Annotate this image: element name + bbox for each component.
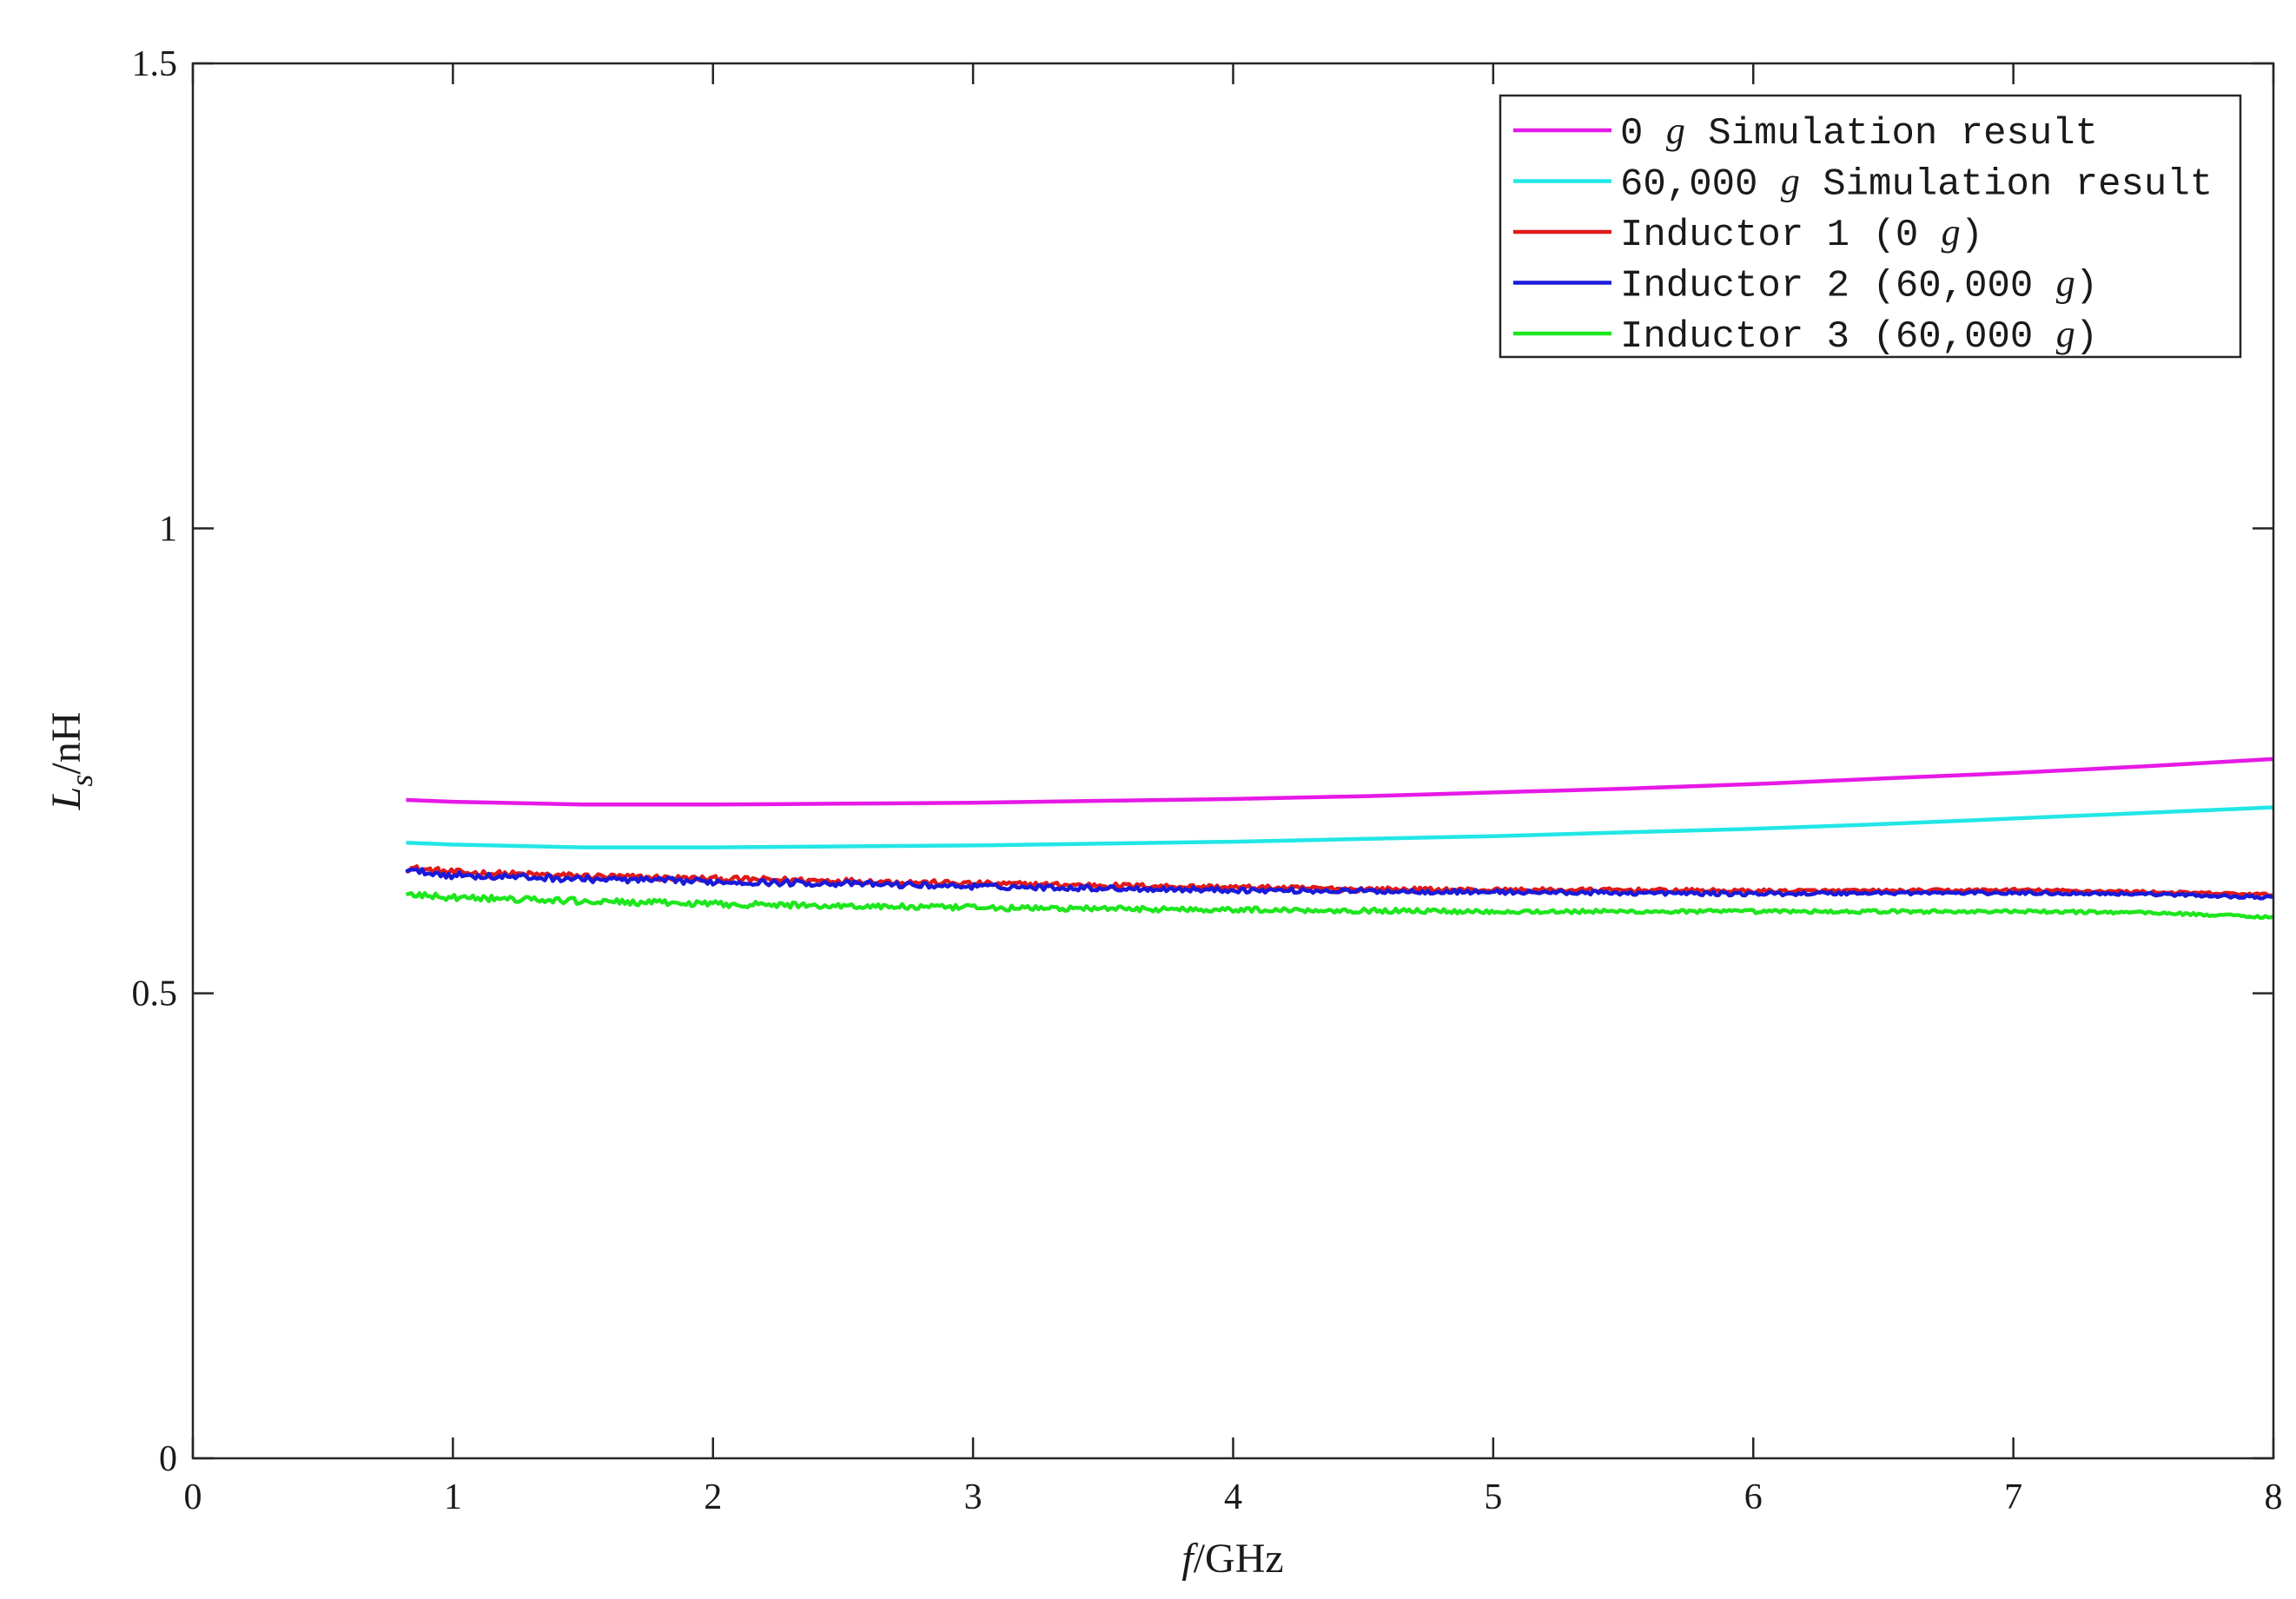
x-tick-label: 3	[964, 1477, 983, 1517]
y-axis-label-italic: L	[43, 787, 89, 811]
legend-label-3: Inductor 1 (0 g)	[1620, 211, 1983, 257]
x-axis-label: f/GHz	[1181, 1536, 1283, 1582]
x-tick-label: 2	[704, 1477, 722, 1517]
series-line-2	[406, 805, 2274, 849]
y-tick-label: 1	[159, 509, 177, 549]
legend-label-4: Inductor 2 (60,000 g)	[1620, 262, 2098, 308]
y-tick-label: 1.5	[132, 44, 178, 84]
tick-labels: 0 1 2 3 4 5 6 7 8 0 0.5 1 1.5	[132, 44, 2283, 1517]
x-tick-label: 4	[1224, 1477, 1242, 1517]
x-tick-label: 7	[2004, 1477, 2022, 1517]
series-line-1	[406, 757, 2274, 807]
series-line-4	[405, 867, 2274, 901]
legend-label-5: Inductor 3 (60,000 g)	[1620, 313, 2098, 359]
x-tick-label: 6	[1744, 1477, 1763, 1517]
y-tick-label: 0.5	[132, 975, 178, 1014]
y-tick-label: 0	[159, 1439, 177, 1479]
y-axis-label-unit: /nH	[43, 712, 89, 775]
x-tick-label: 1	[444, 1477, 462, 1517]
x-tick-label: 5	[1484, 1477, 1502, 1517]
axis-ticks	[191, 62, 2275, 1460]
y-axis-label-subscript: s	[64, 775, 99, 787]
x-tick-label: 0	[184, 1477, 202, 1517]
series-line-5	[406, 891, 2274, 921]
legend-box	[1499, 94, 2242, 359]
x-tick-label: 8	[2265, 1477, 2283, 1517]
legend: 0 g Simulation result 60,000 g Simulation…	[1499, 94, 2242, 359]
x-axis-label-unit: /GHz	[1194, 1536, 1284, 1582]
legend-label-1: 0 g Simulation result	[1620, 109, 2098, 155]
y-axis-label: Ls/nH	[43, 712, 99, 811]
legend-label-2: 60,000 g Simulation result	[1620, 161, 2213, 207]
series-lines	[405, 757, 2274, 921]
